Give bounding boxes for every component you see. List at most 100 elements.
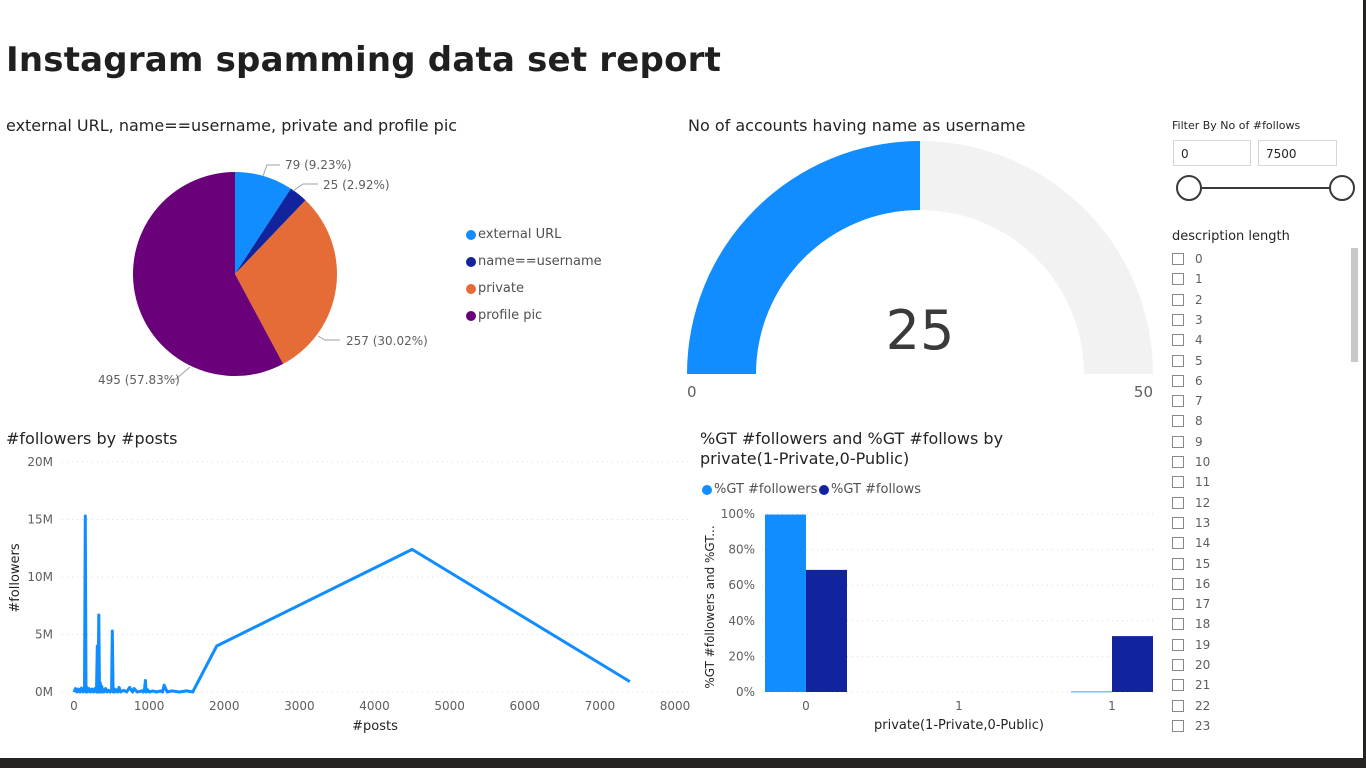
checkbox[interactable] bbox=[1172, 313, 1184, 326]
legend-dot-icon bbox=[466, 229, 476, 240]
pie-chart-title: external URL, name==username, private an… bbox=[6, 116, 458, 135]
checkbox[interactable] bbox=[1172, 618, 1184, 631]
line-x-tick: 2000 bbox=[209, 699, 240, 713]
follows-slider-track[interactable] bbox=[1189, 187, 1342, 189]
bar-y-tick: 100% bbox=[721, 507, 755, 521]
bar-follows-private-1[interactable] bbox=[1112, 636, 1153, 692]
bar-chart-title-line2: private(1-Private,0-Public) bbox=[700, 449, 910, 468]
description-length-option[interactable]: 2 bbox=[1172, 292, 1203, 308]
option-label: 14 bbox=[1195, 536, 1211, 551]
pie-label-name-username: 25 (2.92%) bbox=[323, 178, 390, 192]
gauge-fill bbox=[687, 141, 920, 374]
line-series bbox=[72, 514, 631, 694]
checkbox[interactable] bbox=[1172, 374, 1184, 387]
legend-label: private bbox=[478, 281, 524, 296]
checkbox[interactable] bbox=[1172, 273, 1184, 286]
option-label: 19 bbox=[1195, 637, 1211, 652]
description-length-option[interactable]: 8 bbox=[1172, 413, 1203, 429]
checkbox[interactable] bbox=[1172, 496, 1184, 509]
description-length-option[interactable]: 20 bbox=[1172, 657, 1210, 673]
bar-legend-item-follows[interactable]: %GT #follows bbox=[819, 482, 921, 497]
description-length-option[interactable]: 11 bbox=[1172, 474, 1210, 490]
description-length-option[interactable]: 3 bbox=[1172, 312, 1203, 328]
option-label: 3 bbox=[1195, 312, 1203, 327]
pie-slice-external-url[interactable] bbox=[235, 172, 291, 274]
description-length-option[interactable]: 17 bbox=[1172, 596, 1210, 612]
option-label: 10 bbox=[1195, 455, 1211, 469]
description-length-option[interactable]: 16 bbox=[1172, 576, 1210, 592]
checkbox[interactable] bbox=[1172, 719, 1184, 732]
bar-followers-private-0[interactable] bbox=[765, 514, 806, 692]
checkbox[interactable] bbox=[1172, 516, 1184, 529]
description-length-option[interactable]: 19 bbox=[1172, 637, 1210, 653]
option-label: 20 bbox=[1195, 658, 1211, 672]
follows-max-input[interactable]: 7500 bbox=[1258, 140, 1337, 166]
line-y-tick: 10M bbox=[27, 570, 53, 584]
description-length-option[interactable]: 13 bbox=[1172, 515, 1210, 531]
checkbox[interactable] bbox=[1172, 679, 1184, 692]
line-x-tick: 1000 bbox=[134, 699, 165, 713]
option-label: 17 bbox=[1195, 597, 1211, 612]
bar-followers-private-1[interactable] bbox=[1071, 691, 1112, 693]
option-label: 5 bbox=[1195, 353, 1203, 368]
checkbox[interactable] bbox=[1172, 699, 1184, 712]
description-length-scrollbar[interactable] bbox=[1351, 248, 1358, 362]
bar-legend-item-followers[interactable]: %GT #followers bbox=[702, 482, 817, 497]
checkbox[interactable] bbox=[1172, 354, 1184, 367]
description-length-option[interactable]: 12 bbox=[1172, 495, 1210, 511]
description-length-option[interactable]: 14 bbox=[1172, 535, 1210, 551]
description-length-option[interactable]: 0 bbox=[1172, 251, 1203, 267]
description-length-option[interactable]: 6 bbox=[1172, 373, 1203, 389]
description-length-option[interactable]: 23 bbox=[1172, 718, 1210, 734]
pie-slice-private[interactable] bbox=[235, 200, 338, 364]
checkbox[interactable] bbox=[1172, 456, 1184, 468]
description-length-option[interactable]: 1 bbox=[1172, 271, 1203, 287]
description-length-option[interactable]: 4 bbox=[1172, 332, 1203, 348]
checkbox[interactable] bbox=[1172, 293, 1184, 306]
checkbox[interactable] bbox=[1172, 557, 1184, 570]
checkbox[interactable] bbox=[1172, 334, 1184, 347]
description-length-option[interactable]: 21 bbox=[1172, 677, 1210, 693]
option-label: 15 bbox=[1195, 556, 1211, 571]
gauge-chart: 25 0 50 bbox=[687, 141, 1153, 401]
legend-label: external URL bbox=[478, 227, 562, 242]
bar-follows-private-0[interactable] bbox=[806, 569, 847, 692]
legend-dot-icon bbox=[702, 484, 712, 495]
description-length-option[interactable]: 9 bbox=[1172, 434, 1203, 450]
checkbox[interactable] bbox=[1172, 659, 1184, 671]
description-length-option[interactable]: 18 bbox=[1172, 616, 1210, 632]
line-y-tick: 0M bbox=[35, 685, 53, 699]
follows-min-input[interactable]: 0 bbox=[1173, 140, 1251, 166]
pie-label-profile-pic: 495 (57.83%) bbox=[98, 373, 180, 387]
description-length-option[interactable]: 7 bbox=[1172, 393, 1203, 409]
bar-x-tick-1a: 1 bbox=[955, 699, 963, 713]
checkbox[interactable] bbox=[1172, 395, 1184, 408]
checkbox[interactable] bbox=[1172, 415, 1184, 428]
checkbox[interactable] bbox=[1172, 253, 1184, 265]
bar-y-tick: 80% bbox=[728, 543, 755, 557]
option-label: 12 bbox=[1195, 495, 1211, 510]
description-length-option[interactable]: 15 bbox=[1172, 556, 1210, 572]
line-x-tick: 6000 bbox=[509, 699, 540, 713]
option-label: 16 bbox=[1195, 576, 1211, 591]
pie-slice-profile-pic[interactable] bbox=[132, 171, 284, 376]
checkbox[interactable] bbox=[1172, 598, 1184, 611]
pie-legend-item-external-url[interactable]: external URL bbox=[466, 227, 561, 242]
follows-slicer-title: Filter By No of #follows bbox=[1172, 119, 1301, 132]
follows-slider-min-handle[interactable] bbox=[1176, 175, 1202, 201]
follows-slider-max-handle[interactable] bbox=[1329, 175, 1355, 201]
pie-legend-item-profile-pic[interactable]: profile pic bbox=[466, 308, 542, 323]
pie-slice-name-username[interactable] bbox=[235, 188, 306, 274]
checkbox[interactable] bbox=[1172, 638, 1184, 651]
bar-chart: 100% 80% 60% 40% 20% 0% 0 1 1 %GT #followers … bbox=[703, 507, 1155, 733]
description-length-option[interactable]: 10 bbox=[1172, 454, 1210, 470]
line-y-tick: 15M bbox=[27, 513, 53, 527]
checkbox[interactable] bbox=[1172, 537, 1184, 550]
checkbox[interactable] bbox=[1172, 577, 1184, 590]
description-length-option[interactable]: 5 bbox=[1172, 353, 1203, 369]
pie-legend-item-name-username[interactable]: name==username bbox=[466, 254, 602, 269]
checkbox[interactable] bbox=[1172, 435, 1184, 448]
description-length-option[interactable]: 22 bbox=[1172, 698, 1210, 714]
pie-legend-item-private[interactable]: private bbox=[466, 281, 524, 296]
checkbox[interactable] bbox=[1172, 476, 1184, 489]
